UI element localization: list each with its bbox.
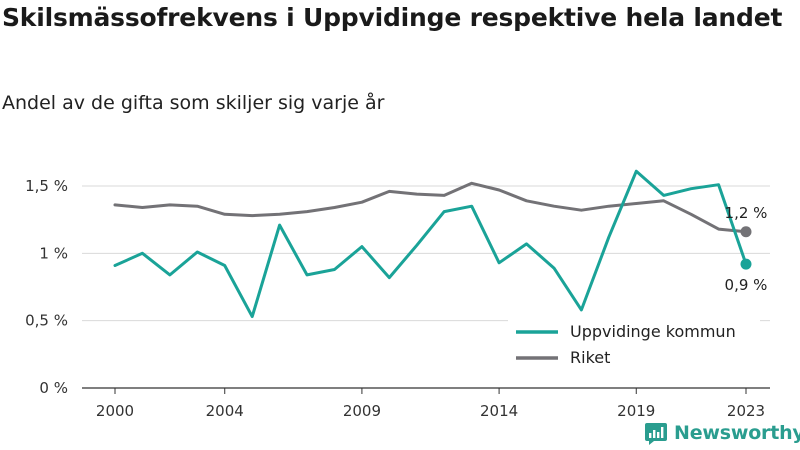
brand-name: Newsworthy bbox=[674, 422, 800, 444]
x-tick-label: 2000 bbox=[96, 402, 134, 420]
legend: Uppvidinge kommun Riket bbox=[508, 318, 760, 374]
chart-subtitle: Andel av de gifta som skiljer sig varje … bbox=[2, 92, 385, 114]
series-line-uppvidinge-kommun bbox=[113, 169, 748, 319]
end-label-riket: 1,2 % bbox=[725, 204, 768, 222]
x-tick-label: 2023 bbox=[727, 402, 765, 420]
end-label-uppvidinge: 0,9 % bbox=[725, 276, 768, 294]
series-endpoint-uppvidinge-kommun bbox=[740, 258, 752, 270]
x-tick-label: 2009 bbox=[343, 402, 381, 420]
x-tick-label: 2014 bbox=[480, 402, 518, 420]
chart-title: Skilsmässofrekvens i Uppvidinge respekti… bbox=[2, 3, 783, 32]
x-tick-label: 2004 bbox=[206, 402, 244, 420]
legend-label: Riket bbox=[570, 348, 610, 367]
y-tick-label: 0,5 % bbox=[25, 312, 68, 330]
legend-label: Uppvidinge kommun bbox=[570, 322, 736, 341]
axes: 0 % 0,5 % 1 % 1,5 % 2000 2004 2009 2014 2019 2023 bbox=[25, 177, 770, 420]
y-tick-label: 1 % bbox=[39, 244, 68, 262]
y-tick-label: 0 % bbox=[39, 379, 68, 397]
series-line-riket bbox=[113, 181, 748, 234]
series-endpoint-riket bbox=[740, 226, 752, 238]
legend-background bbox=[508, 318, 760, 374]
x-tick-label: 2019 bbox=[617, 402, 655, 420]
y-tick-label: 1,5 % bbox=[25, 177, 68, 195]
newsworthy-brand: Newsworthy bbox=[644, 420, 800, 446]
series bbox=[113, 169, 752, 319]
newsworthy-logo-icon bbox=[645, 423, 667, 445]
end-labels: 1,2 % 0,9 % bbox=[725, 204, 768, 294]
